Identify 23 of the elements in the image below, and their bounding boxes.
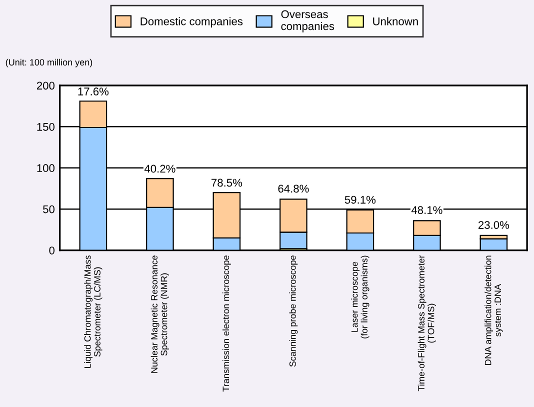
annotation: 40.2% [144,164,176,173]
x-tick-label: Transmission electron microscope [222,256,231,392]
x-tick-label: DNA amplification/detection system :DNA [484,256,503,365]
legend-label: Unknown [373,17,418,26]
x-tick-label: Scanning probe microscope [289,256,298,367]
y-tick-label: 200 [36,82,55,90]
y-tick-label: 150 [37,122,55,131]
legend-label: Domestic companies [140,17,243,28]
x-tick-label: Laser microscope (for living organisms) [351,256,370,338]
y-tick-label: 0 [49,246,55,254]
annotation: 64.8% [278,184,309,193]
annotation: 17.6% [78,88,109,96]
annotation: 23.0% [478,221,510,229]
x-tick-label: Nuclear Magnetic Resonance Spectrometer (NMR) [150,256,170,373]
x-tick-label: Liquid Chromatograph/Mass Spectrometer (LC/MS) [84,255,102,368]
y-tick-label: 50 [43,205,55,214]
annotation: 78.5% [212,178,242,187]
x-tick-label: Time-of-Flight Mass Spectrometer (TOF/MS) [418,255,436,392]
annotation: 48.1% [411,206,442,214]
text: (Unit: 100 million yen) [6,58,92,68]
legend-label: Overseas companies [281,10,334,32]
annotation: 59.1% [344,196,376,204]
y-tick-label: 100 [37,164,55,172]
